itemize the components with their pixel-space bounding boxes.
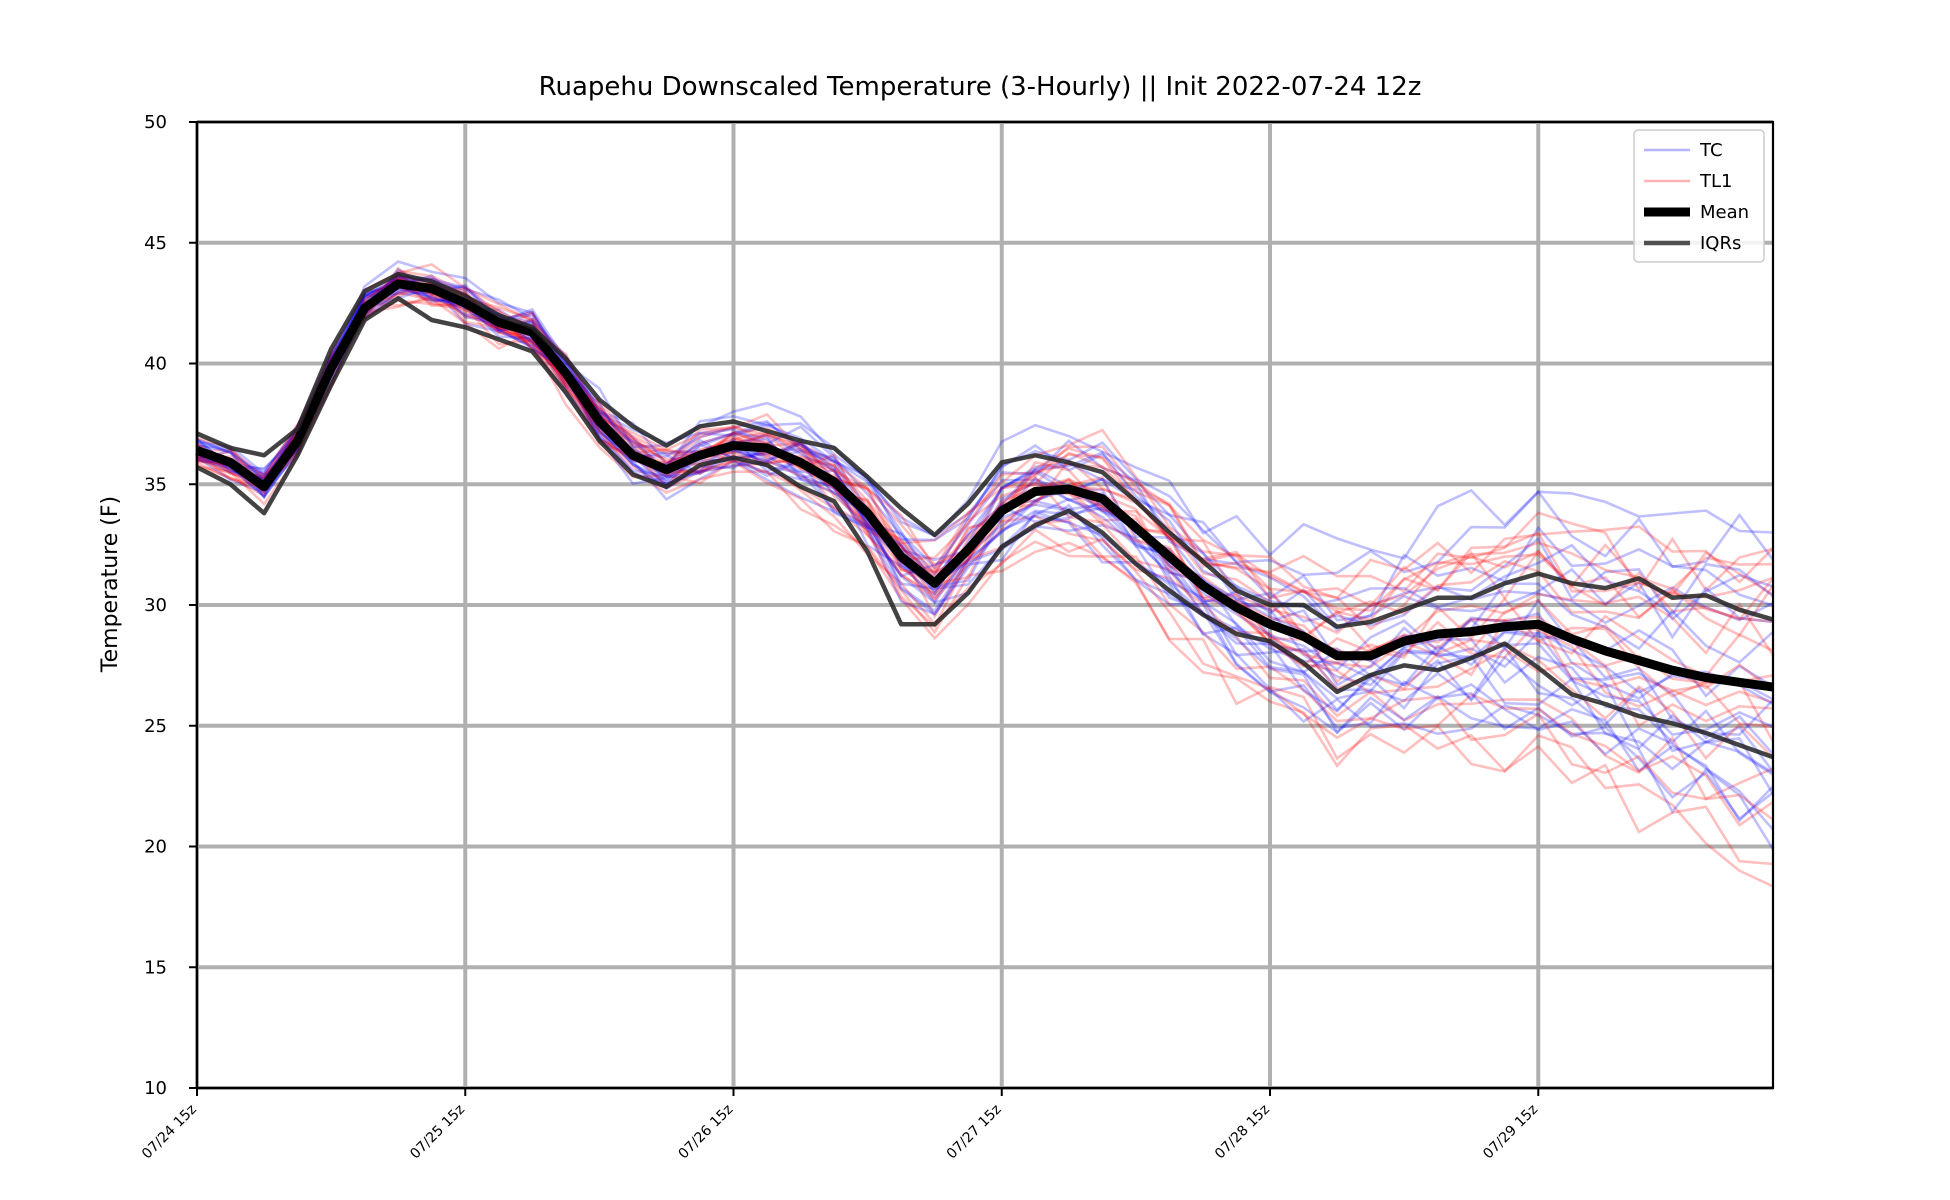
legend-label-iqrs: IQRs [1700,233,1741,254]
legend-label-tl1: TL1 [1699,171,1732,192]
iqr-lower-line [195,296,1774,760]
y-tick-label: 45 [144,233,167,254]
y-tick-label: 30 [144,595,167,616]
member-line-tl1 [196,283,1774,728]
y-tick-label: 20 [144,837,167,858]
member-line-tc [196,285,1775,795]
iqr-upper-line [196,271,1774,629]
legend: TC TL1 Mean IQRs [1633,129,1765,263]
member-line-tc [196,271,1774,560]
member-line-tl1 [196,262,1774,600]
y-axis-label: Temperature (F) [98,496,123,673]
legend-label-mean: Mean [1700,202,1749,223]
member-line-tc [196,275,1774,698]
mean-line [195,279,1774,692]
member-line-tl1 [196,299,1774,821]
legend-label-tc: TC [1699,140,1723,161]
x-tick-label: 07/27 15z [944,1102,1005,1163]
y-tick-label: 25 [144,716,167,737]
member-line-tc [196,267,1774,701]
x-tick-label: 07/26 15z [676,1102,737,1163]
y-tick-label: 40 [144,354,167,375]
member-line-tl1 [196,297,1774,888]
member-line-tc [196,283,1774,632]
legend-box [1633,129,1765,263]
statistics-lines [195,271,1774,760]
y-tick-label: 50 [144,112,167,133]
y-axis: 10 15 20 25 30 35 40 45 50 [144,112,197,1099]
member-line-tl1 [196,273,1774,828]
member-line-tc [196,285,1775,773]
x-tick-label: 07/28 15z [1212,1102,1273,1163]
y-tick-label: 35 [144,474,167,495]
x-tick-label: 07/29 15z [1480,1102,1541,1163]
x-tick-label: 07/25 15z [407,1102,468,1163]
chart-title: Ruapehu Downscaled Temperature (3-Hourly… [539,72,1422,102]
x-axis: 07/24 15z 07/25 15z 07/26 15z 07/27 15z 07/2… [139,1088,1541,1162]
y-tick-label: 15 [144,957,167,978]
x-tick-label: 07/24 15z [139,1102,200,1163]
member-line-tc [196,260,1775,577]
member-line-tl1 [196,277,1774,612]
y-tick-label: 10 [144,1078,167,1099]
